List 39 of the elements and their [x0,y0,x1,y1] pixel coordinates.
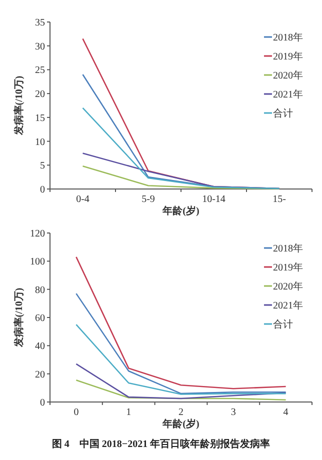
legend-label: 2021年 [273,300,303,312]
legend-label: 2021年 [273,88,303,100]
x-tick-label: 3 [230,407,236,418]
x-tick-label: 10-14 [202,194,226,205]
x-tick-label: 2 [178,407,184,418]
x-axis-title: 年龄(岁) [162,205,200,217]
y-tick-label: 25 [35,65,45,76]
y-tick-label: 20 [35,369,45,380]
y-tick-label: 0 [40,398,45,408]
legend-label: 2020年 [273,280,303,292]
y-tick-label: 40 [35,341,45,352]
y-tick-label: 0 [40,184,45,196]
x-tick-label: 0-4 [76,194,90,205]
legend-label: 合计 [273,318,293,330]
y-tick-label: 35 [35,18,45,28]
x-tick-label: 0 [74,407,79,418]
y-tick-label: 120 [30,228,45,240]
legend-label: 2019年 [273,262,303,274]
x-tick-label: 15- [272,194,286,205]
legend-label: 合计 [273,108,293,120]
y-tick-label: 5 [40,160,45,172]
y-axis-title: 发病率(/10万) [13,288,25,348]
caption: 图 4 中国 2018−2021 年百日咳年龄别报告发病率 [52,438,270,450]
y-tick-label: 100 [30,256,45,268]
y-tick-label: 15 [35,112,45,124]
x-axis-title: 年龄(岁) [162,418,200,430]
x-tick-label: 5-9 [142,194,155,205]
legend-label: 2018年 [273,242,303,254]
y-tick-label: 10 [35,136,45,148]
y-tick-label: 80 [35,284,45,296]
y-tick-label: 60 [35,313,45,324]
x-tick-label: 4 [283,407,288,418]
legend-label: 2020年 [273,70,303,82]
legend-label: 2018年 [273,32,303,44]
legend-label: 2019年 [273,50,303,62]
y-tick-label: 20 [35,89,45,100]
x-tick-label: 1 [126,407,132,418]
y-tick-label: 30 [35,41,45,52]
y-axis-title: 发病率(/10万) [13,76,25,136]
